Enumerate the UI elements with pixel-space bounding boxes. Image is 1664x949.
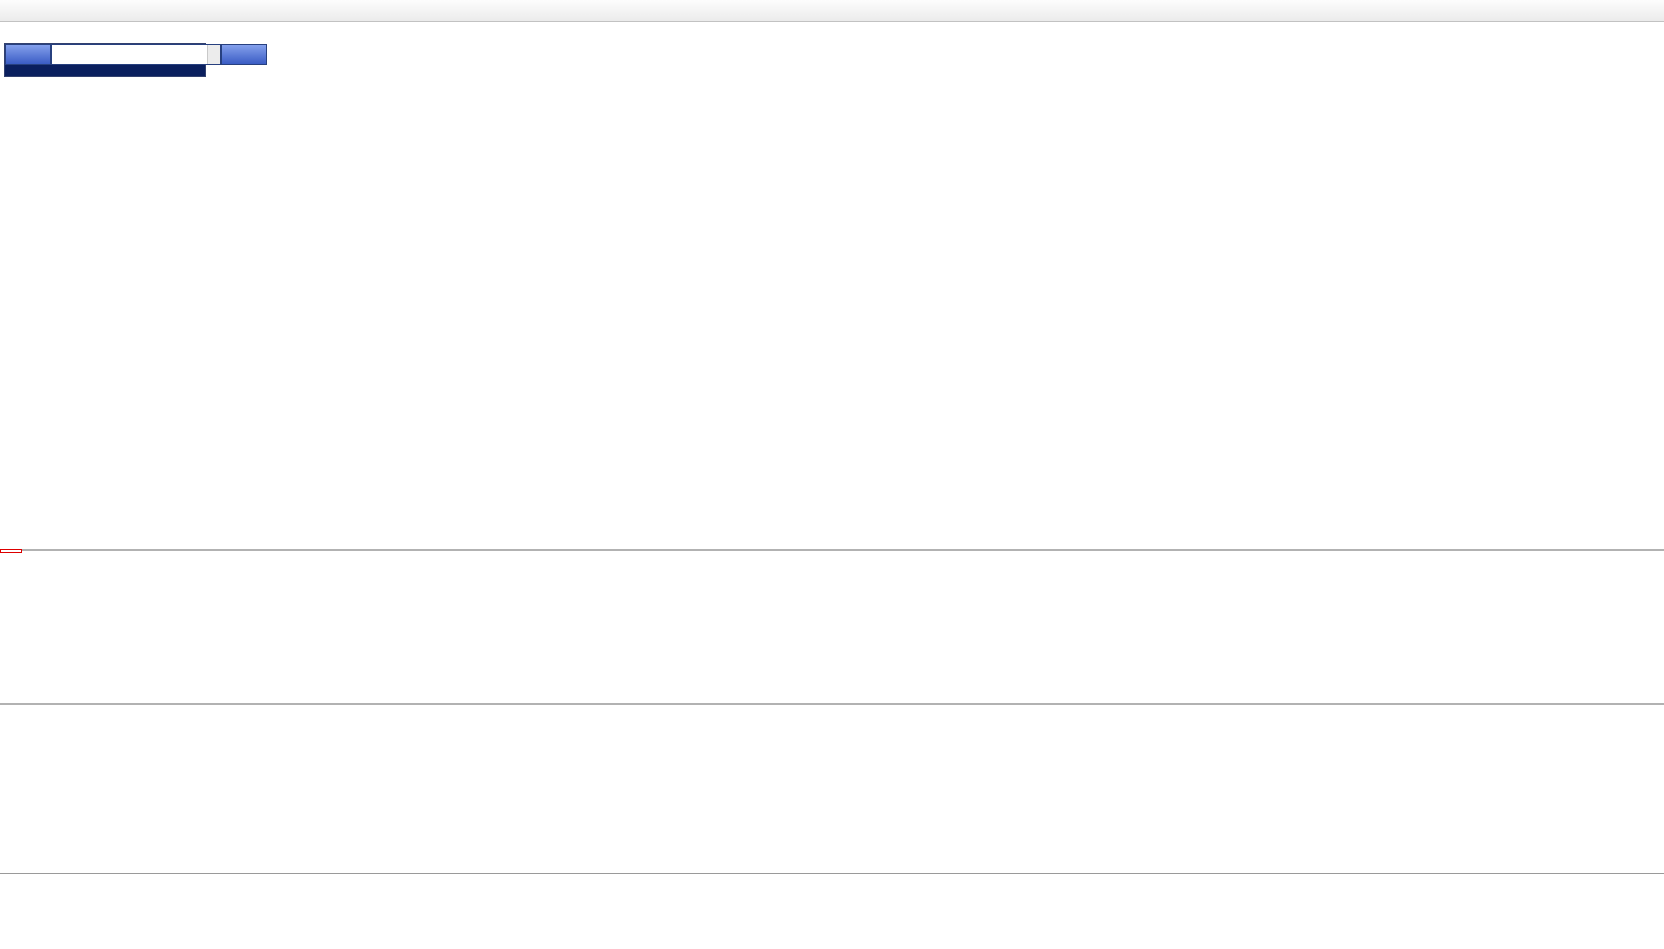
panel-divider[interactable] xyxy=(0,703,1664,705)
macd-panel xyxy=(0,551,1664,703)
toolbar xyxy=(0,0,1664,22)
rsi-title xyxy=(6,708,12,720)
buy-button[interactable] xyxy=(221,44,267,65)
macd-canvas[interactable] xyxy=(0,551,1664,703)
one-click-trading-panel xyxy=(4,43,267,77)
rsi-canvas[interactable] xyxy=(0,705,1664,873)
volume-up-button[interactable] xyxy=(208,45,220,55)
rsi-panel xyxy=(0,705,1664,873)
buy-price xyxy=(195,68,199,71)
time-axis[interactable] xyxy=(0,873,1664,895)
volume-field xyxy=(51,44,221,65)
panel-divider[interactable] xyxy=(0,549,1664,551)
volume-spinner xyxy=(207,45,220,64)
macd-title xyxy=(6,554,18,566)
price-chart-canvas[interactable] xyxy=(0,22,1664,549)
price-callout-label[interactable] xyxy=(0,549,22,553)
volume-down-button[interactable] xyxy=(208,54,220,64)
sell-price xyxy=(11,68,15,71)
chart-workspace xyxy=(0,22,1664,895)
price-chart-panel xyxy=(0,22,1664,553)
sell-button[interactable] xyxy=(5,44,51,65)
volume-input[interactable] xyxy=(52,45,207,64)
